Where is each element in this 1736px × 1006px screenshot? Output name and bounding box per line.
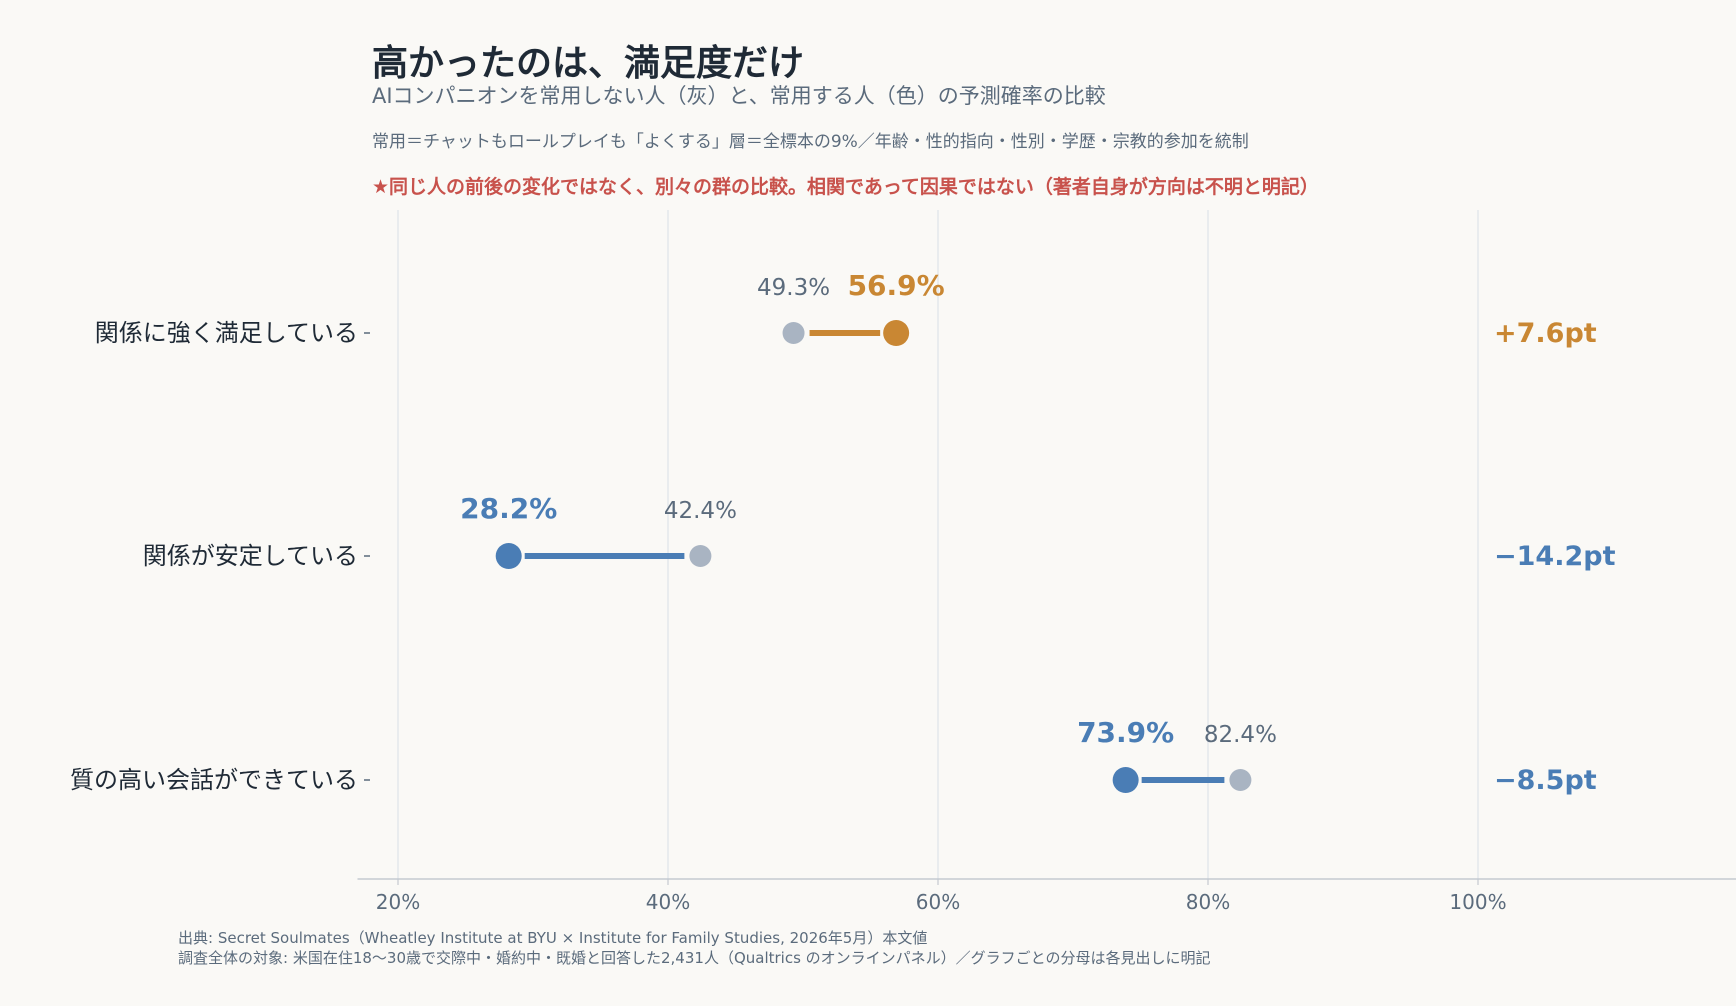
row-label: 関係が安定している <box>143 542 358 570</box>
x-tick-label: 40% <box>646 890 690 914</box>
causality-warning: ★同じ人の前後の変化ではなく、別々の群の比較。相関であって因果ではない（著者自身… <box>372 176 1319 198</box>
definition-note: 常用＝チャットもロールプレイも「よくする」層＝全標本の9%／年齢・性的指向・性別… <box>372 132 1249 152</box>
nonuser-value-label: 42.4% <box>664 498 737 524</box>
chart-subtitle: AIコンパニオンを常用しない人（灰）と、常用する人（色）の予測確率の比較 <box>372 84 1106 108</box>
data-row: 質の高い会話ができている 82.4% 73.9% −8.5pt <box>70 716 1597 796</box>
difference-label: +7.6pt <box>1494 318 1597 349</box>
user-value-label: 73.9% <box>1077 716 1174 749</box>
user-point <box>495 543 522 569</box>
x-tick-label: 100% <box>1449 890 1506 914</box>
user-point <box>883 320 910 346</box>
nonuser-point <box>782 322 805 344</box>
user-point <box>1112 767 1139 793</box>
nonuser-point <box>689 545 712 567</box>
population-note: 調査全体の対象: 米国在住18〜30歳で交際中・婚約中・既婚と回答した2,431… <box>178 949 1211 967</box>
row-label: 質の高い会話ができている <box>70 766 358 794</box>
x-tick-label: 20% <box>376 890 420 914</box>
difference-label: −8.5pt <box>1494 765 1597 796</box>
x-tick-label: 80% <box>1186 890 1230 914</box>
user-value-label: 28.2% <box>460 492 557 525</box>
grid-lines <box>397 210 1479 879</box>
user-value-label: 56.9% <box>848 269 945 302</box>
difference-label: −14.2pt <box>1494 541 1616 572</box>
data-row: 関係が安定している 42.4% 28.2% −14.2pt <box>143 492 1616 572</box>
x-axis: 20% 40% 60% 80% 100% <box>357 878 1736 914</box>
data-row: 関係に強く満足している 49.3% 56.9% +7.6pt <box>95 269 1597 349</box>
source-note: 出典: Secret Soulmates（Wheatley Institute … <box>178 929 928 947</box>
chart-title: 高かったのは、満足度だけ <box>372 43 805 84</box>
x-tick-label: 60% <box>916 890 960 914</box>
nonuser-value-label: 82.4% <box>1204 722 1277 748</box>
nonuser-point <box>1229 769 1252 791</box>
data-rows: 関係に強く満足している 49.3% 56.9% +7.6pt 関係が安定している 42.4… <box>70 269 1616 796</box>
nonuser-value-label: 49.3% <box>757 275 830 301</box>
row-label: 関係に強く満足している <box>95 319 358 347</box>
